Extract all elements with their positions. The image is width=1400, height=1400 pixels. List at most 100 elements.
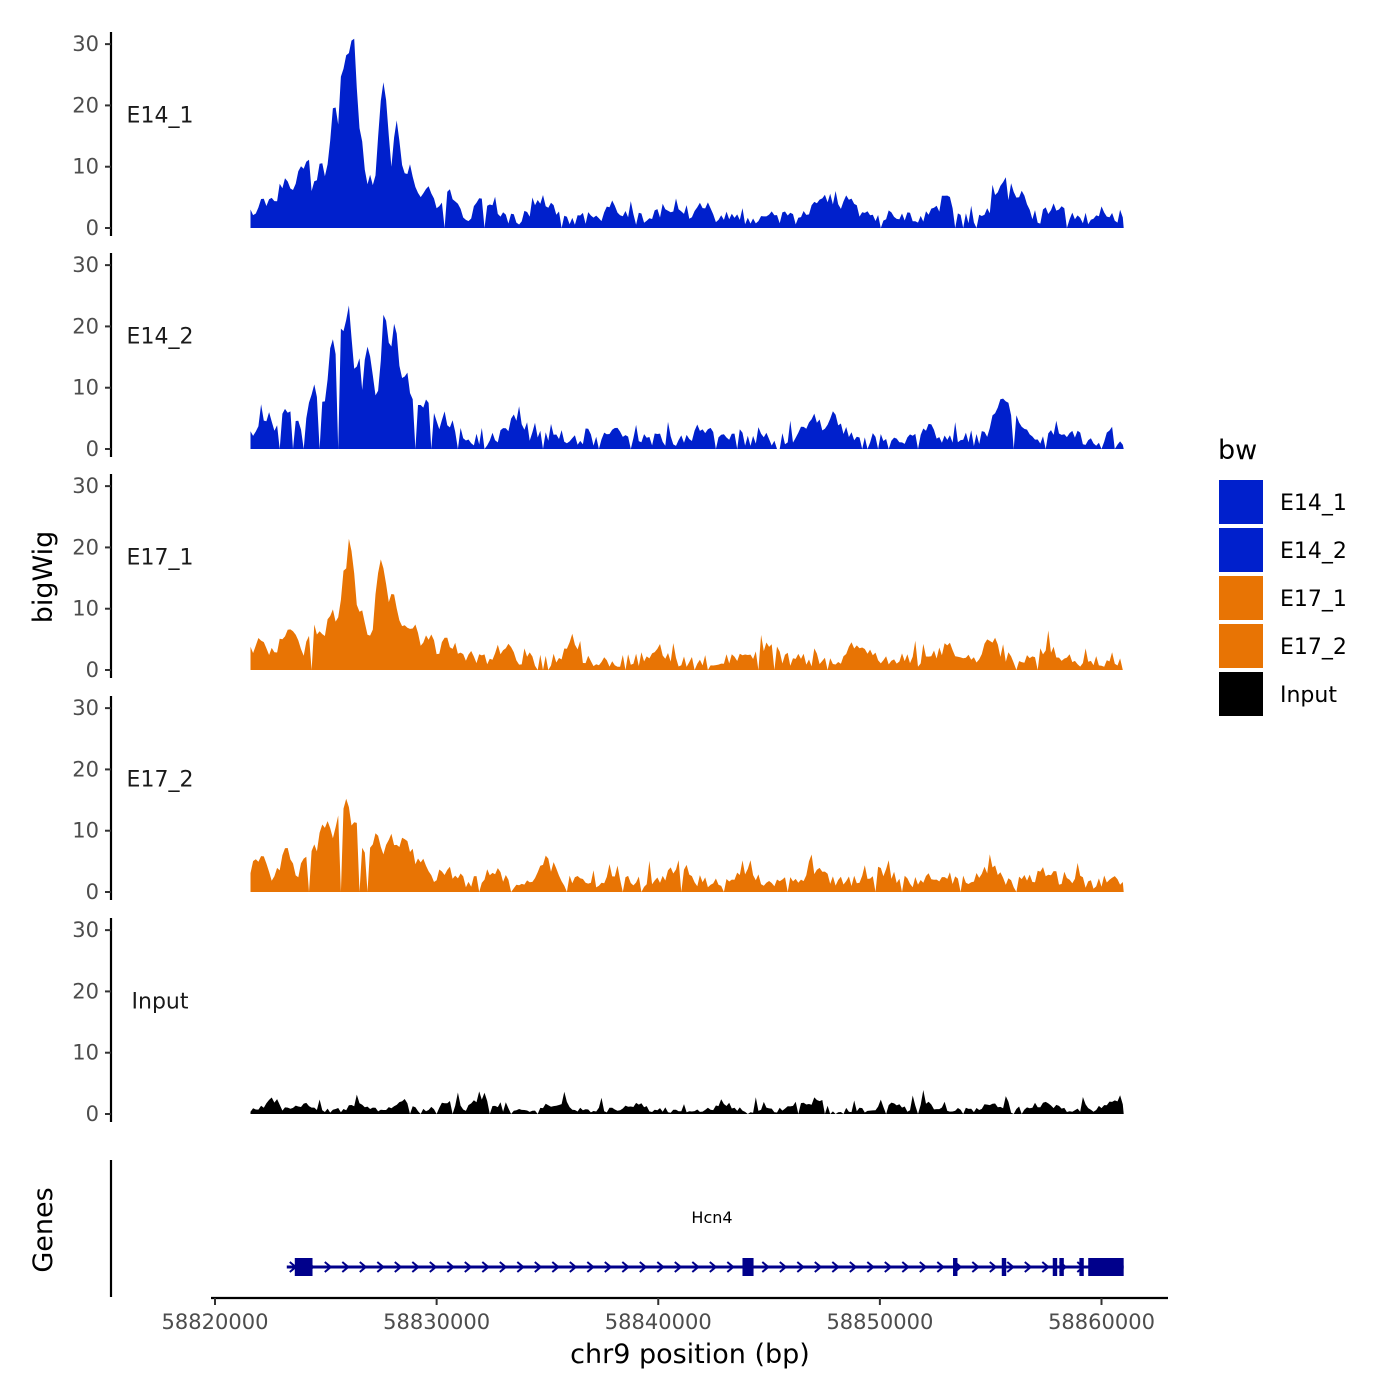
strand-chevron [779, 1261, 788, 1273]
coverage-area-E17_1 [250, 538, 1124, 670]
legend-label-Input: Input [1280, 683, 1337, 708]
strand-chevron [814, 1261, 823, 1273]
strand-chevron [499, 1261, 508, 1273]
genes-axis-title: Genes [28, 1187, 59, 1272]
y-tick-label: 0 [86, 216, 99, 240]
strand-chevron [359, 1261, 368, 1273]
tracks-layer: 0 10 20 30 E14_1 0 10 20 30 E14_2 0 10 20 30 E17_1 0 10 2… [72, 32, 1124, 1126]
strand-chevron [866, 1261, 875, 1273]
strand-chevron [604, 1261, 613, 1273]
strand-chevron [481, 1261, 490, 1273]
track-E17_2: 0 10 20 30 E17_2 [72, 696, 1124, 904]
y-tick-label: 0 [86, 880, 99, 904]
strand-chevron [674, 1261, 683, 1273]
strand-chevron [621, 1261, 630, 1273]
coverage-area-E17_2 [250, 798, 1124, 892]
strand-chevron [1006, 1261, 1015, 1273]
track-E14_1: 0 10 20 30 E14_1 [72, 32, 1124, 240]
gene-exon [1059, 1258, 1064, 1276]
y-tick-label: 30 [72, 918, 99, 942]
strand-chevron [639, 1261, 648, 1273]
y-tick-label: 10 [72, 376, 99, 400]
strand-chevron [1024, 1261, 1033, 1273]
gene-name-label: Hcn4 [691, 1208, 732, 1227]
legend-label-E14_1: E14_1 [1280, 491, 1347, 516]
track-Input: 0 10 20 30 Input [72, 918, 1124, 1126]
strand-chevron [989, 1261, 998, 1273]
strand-chevron [464, 1261, 473, 1273]
legend-swatch-E14_1 [1219, 480, 1263, 524]
gene-exon [1088, 1258, 1124, 1276]
y-tick-label: 20 [72, 535, 99, 559]
strand-chevron [691, 1261, 700, 1273]
legend-swatch-E14_2 [1219, 528, 1263, 572]
strand-chevron [936, 1261, 945, 1273]
strand-chevron [429, 1261, 438, 1273]
coverage-area-Input [250, 1090, 1124, 1114]
legend-label-E17_2: E17_2 [1280, 635, 1347, 660]
y-tick-label: 0 [86, 1102, 99, 1126]
y-tick-label: 10 [72, 155, 99, 179]
legend-swatch-E17_1 [1219, 576, 1263, 620]
x-tick-label: 58860000 [1048, 1310, 1155, 1334]
strand-chevron [551, 1261, 560, 1273]
strand-chevron [884, 1261, 893, 1273]
y-tick-label: 30 [72, 32, 99, 56]
strand-chevron [726, 1261, 735, 1273]
gene-exon [742, 1258, 754, 1276]
strand-chevron [516, 1261, 525, 1273]
strand-chevron [341, 1261, 350, 1273]
legend-title: bw [1218, 435, 1257, 466]
track-label: E17_1 [127, 546, 194, 571]
y-tick-label: 30 [72, 474, 99, 498]
track-E17_1: 0 10 20 30 E17_1 [72, 474, 1124, 682]
y-tick-label: 10 [72, 1041, 99, 1065]
y-tick-label: 10 [72, 597, 99, 621]
strand-chevron [324, 1261, 333, 1273]
y-tick-label: 0 [86, 437, 99, 461]
gene-exon [1052, 1258, 1058, 1276]
legend-label-E17_1: E17_1 [1280, 587, 1347, 612]
coverage-area-E14_2 [250, 305, 1124, 449]
legend-swatch-Input [1219, 672, 1263, 716]
x-tick-label: 58840000 [605, 1310, 712, 1334]
legend-label-E14_2: E14_2 [1280, 539, 1347, 564]
y-tick-label: 10 [72, 819, 99, 843]
strand-chevron [796, 1261, 805, 1273]
x-axis: 58820000 58830000 58840000 58850000 58860000 [162, 1296, 1168, 1334]
x-tick-label: 58820000 [162, 1310, 269, 1334]
gene-exon [1001, 1258, 1007, 1276]
track-E14_2: 0 10 20 30 E14_2 [72, 253, 1124, 461]
strand-chevron [376, 1261, 385, 1273]
strand-chevron [534, 1261, 543, 1273]
x-axis-title: chr9 position (bp) [570, 1339, 810, 1370]
y-tick-label: 20 [72, 979, 99, 1003]
coverage-area-E14_1 [250, 38, 1124, 229]
strand-chevron [656, 1261, 665, 1273]
y-tick-label: 0 [86, 658, 99, 682]
strand-chevron [446, 1261, 455, 1273]
gene-exon [953, 1258, 958, 1276]
strand-chevron [569, 1261, 578, 1273]
track-label: E14_1 [127, 104, 194, 129]
strand-chevron [1041, 1261, 1050, 1273]
strand-chevron [971, 1261, 980, 1273]
y-tick-label: 20 [72, 757, 99, 781]
gene-exon [294, 1258, 313, 1276]
strand-chevron [901, 1261, 910, 1273]
gene-track: Hcn4 [109, 1160, 1124, 1297]
y-tick-label: 30 [72, 696, 99, 720]
track-label: E14_2 [127, 325, 194, 350]
track-label: E17_2 [127, 768, 194, 793]
strand-chevron [761, 1261, 770, 1273]
x-tick-label: 58850000 [826, 1310, 933, 1334]
strand-chevron [709, 1261, 718, 1273]
strand-chevron [831, 1261, 840, 1273]
y-tick-label: 20 [72, 314, 99, 338]
gene-exon [1079, 1258, 1084, 1276]
strand-chevron [586, 1261, 595, 1273]
track-label: Input [132, 990, 189, 1015]
y-tick-label: 20 [72, 93, 99, 117]
y-tick-label: 30 [72, 253, 99, 277]
